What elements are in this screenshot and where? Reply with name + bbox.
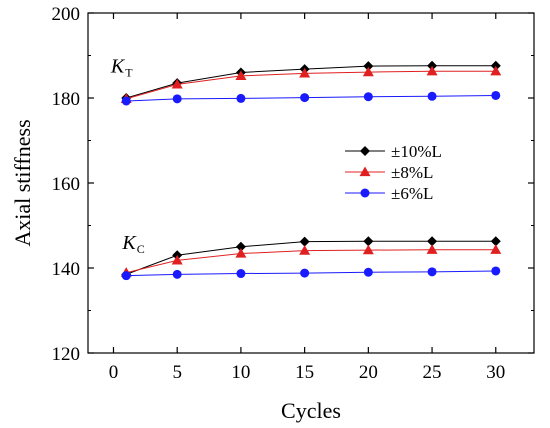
series-line (126, 249, 496, 274)
y-tick-label: 180 (52, 89, 81, 110)
data-point (362, 66, 374, 77)
data-point (490, 60, 501, 71)
data-point (121, 271, 131, 281)
y-tick-label: 200 (52, 4, 81, 25)
legend-label: ±10%L (391, 142, 442, 161)
data-point (300, 93, 310, 103)
data-point (491, 266, 501, 276)
data-point (171, 254, 183, 265)
legend-item: ±8%L (345, 163, 433, 182)
y-tick-label: 120 (52, 344, 81, 365)
x-tick-label: 10 (231, 362, 250, 383)
data-point (236, 93, 246, 103)
data-point (427, 60, 438, 71)
series-KC-5 (121, 266, 501, 281)
data-point (299, 236, 310, 247)
series-KT-2 (121, 90, 501, 106)
data-point (363, 61, 374, 72)
legend-label: ±6%L (391, 184, 433, 203)
series-line (126, 65, 496, 99)
x-tick-label: 25 (423, 362, 442, 383)
series-KC-4 (120, 244, 502, 277)
data-point (299, 67, 311, 78)
data-point (363, 236, 374, 247)
data-point (235, 70, 247, 81)
annotations: KT KC (110, 56, 145, 256)
data-point (362, 244, 374, 255)
legend-marker (360, 146, 370, 156)
data-point (426, 244, 438, 254)
data-point (236, 269, 246, 279)
series-line (126, 70, 496, 100)
annotation-label: KT (110, 56, 133, 80)
x-tick-label: 5 (172, 362, 182, 383)
data-point (235, 241, 246, 252)
data-point (490, 65, 502, 76)
data-point (427, 236, 438, 247)
data-point (363, 267, 373, 277)
legend-item: ±6%L (345, 184, 433, 203)
axis-ticks: 0 5 10 15 20 25 30 120 140 160 180 200 (52, 4, 534, 383)
data-point (427, 91, 437, 101)
data-point (363, 92, 373, 102)
legend-item: ±10%L (345, 142, 442, 161)
data-point (121, 96, 131, 106)
data-point (172, 94, 182, 104)
x-tick-label: 30 (486, 362, 505, 383)
annotation-label: KC (121, 232, 144, 256)
data-point (235, 248, 247, 258)
data-point (300, 268, 310, 278)
data-point (171, 78, 183, 89)
data-point (491, 90, 501, 100)
series-layer (120, 60, 502, 281)
y-tick-label: 140 (52, 259, 81, 280)
data-point (299, 245, 311, 255)
data-point (172, 269, 182, 279)
y-tick-label: 160 (52, 174, 81, 195)
data-point (426, 65, 438, 76)
series-line (126, 240, 496, 275)
legend: ±10%L ±8%L ±6%L (345, 142, 442, 203)
series-line (126, 94, 496, 102)
legend-label: ±8%L (391, 163, 433, 182)
x-tick-label: 20 (359, 362, 378, 383)
data-point (427, 267, 437, 277)
legend-marker (360, 188, 370, 198)
x-tick-label: 0 (109, 362, 119, 383)
x-tick-label: 15 (295, 362, 314, 383)
data-point (490, 236, 501, 247)
x-axis-label: Cycles (281, 398, 341, 423)
y-axis-label: Axial stiffness (10, 119, 35, 246)
legend-marker (359, 166, 371, 177)
plot-frame (87, 12, 535, 354)
data-point (490, 244, 502, 254)
